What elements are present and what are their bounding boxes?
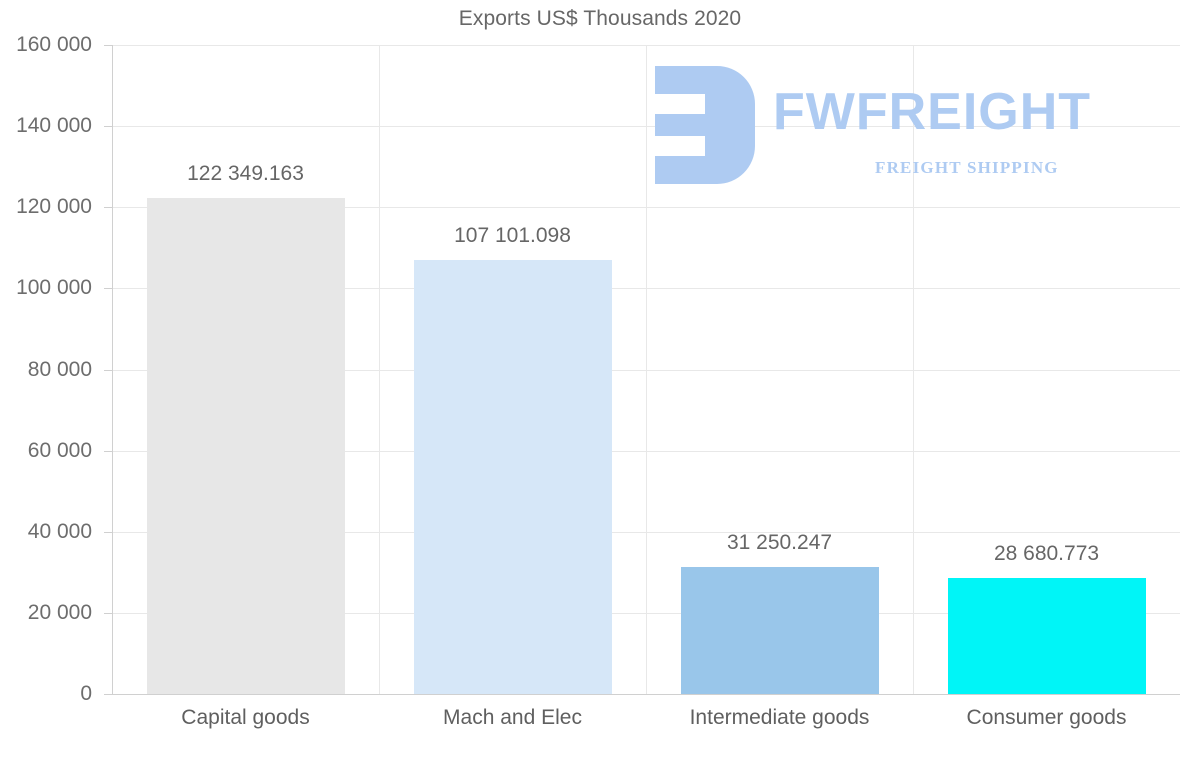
x-axis-category-label: Capital goods: [181, 706, 310, 729]
bar[interactable]: [146, 197, 345, 694]
x-axis-line: [104, 694, 1180, 695]
bar[interactable]: [413, 259, 612, 694]
y-axis-tick: [104, 288, 112, 290]
bar[interactable]: [680, 567, 879, 694]
bar-value-label: 107 101.098: [454, 223, 571, 247]
x-axis-category-label: Consumer goods: [966, 706, 1127, 729]
bar-value-label: 122 349.163: [187, 161, 304, 185]
y-axis-tick-label: 140 000: [16, 114, 92, 138]
y-axis-tick-label: 160 000: [16, 33, 92, 56]
bar-value-label: 28 680.773: [993, 541, 1100, 565]
y-axis-tick: [104, 45, 112, 46]
y-axis-tick: [104, 369, 112, 371]
x-axis-category-label: Mach and Elec: [443, 706, 582, 729]
y-axis-tick-label: 80 000: [27, 357, 92, 381]
bar-value-label: 31 250.247: [726, 531, 833, 555]
y-axis-tick: [104, 207, 112, 209]
bar[interactable]: [947, 577, 1146, 694]
y-axis-tick: [104, 126, 112, 128]
y-axis-tick: [104, 450, 112, 452]
y-axis-tick-label: 100 000: [16, 276, 92, 300]
gridline-vertical: [646, 45, 647, 694]
y-axis-tick-label: 120 000: [16, 195, 92, 219]
y-axis-tick-label: 60 000: [27, 438, 92, 462]
chart-title: Exports US$ Thousands 2020: [458, 7, 742, 30]
gridline-vertical: [913, 45, 914, 694]
x-axis-category-label: Intermediate goods: [689, 706, 870, 729]
gridline-vertical: [379, 45, 380, 694]
y-axis-tick-label: 40 000: [27, 519, 92, 543]
y-axis-tick: [104, 531, 112, 533]
y-axis-line: [112, 45, 113, 695]
y-axis-tick-label: 0: [80, 682, 92, 705]
y-axis-tick: [104, 612, 112, 614]
y-axis-tick-label: 20 000: [27, 600, 92, 624]
